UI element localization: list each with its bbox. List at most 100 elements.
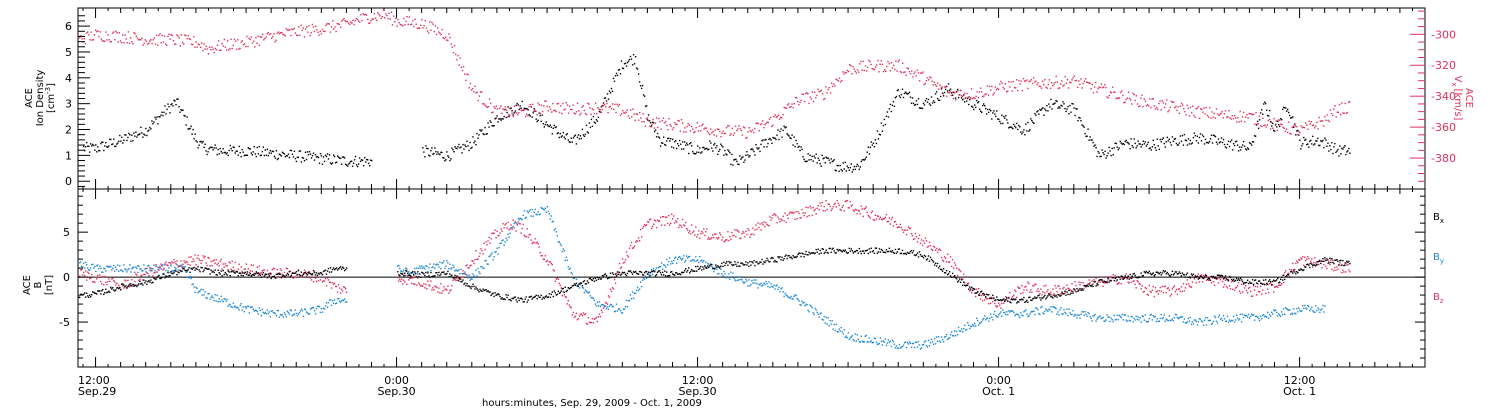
data-point	[394, 21, 396, 23]
data-point	[1243, 145, 1246, 147]
data-point	[881, 218, 884, 221]
data-point	[589, 295, 592, 297]
data-point	[660, 142, 663, 144]
data-point	[450, 43, 452, 45]
data-point	[269, 316, 271, 318]
data-point	[1149, 147, 1151, 149]
data-point	[769, 116, 772, 119]
data-point	[994, 302, 996, 305]
data-point	[114, 39, 116, 41]
data-point	[924, 82, 926, 85]
data-point	[720, 234, 722, 236]
data-point	[343, 17, 345, 20]
data-point	[473, 142, 475, 144]
data-point	[889, 223, 892, 225]
data-point	[506, 111, 508, 114]
data-point	[866, 151, 868, 153]
data-point	[270, 273, 272, 275]
data-point	[934, 84, 937, 86]
data-point	[1012, 80, 1014, 83]
data-point	[823, 157, 825, 159]
data-point	[675, 256, 677, 258]
data-point	[761, 222, 763, 224]
data-point	[457, 54, 459, 57]
data-point	[81, 269, 83, 271]
data-point	[144, 134, 146, 136]
data-point	[301, 310, 304, 312]
data-point	[773, 284, 775, 286]
data-point	[233, 269, 235, 271]
data-point	[497, 253, 499, 255]
data-point	[1013, 86, 1016, 89]
data-point	[960, 97, 963, 99]
data-point	[926, 101, 929, 103]
data-point	[629, 294, 632, 296]
data-point	[204, 255, 206, 258]
data-point	[1297, 134, 1299, 136]
data-point	[1344, 145, 1346, 147]
data-point	[1175, 142, 1178, 145]
data-point	[1266, 316, 1268, 318]
data-point	[542, 208, 544, 210]
data-point	[695, 256, 697, 258]
data-point	[400, 270, 402, 272]
data-point	[494, 251, 496, 253]
data-point	[617, 308, 620, 310]
data-point	[232, 44, 234, 47]
data-point	[965, 97, 967, 99]
data-point	[1068, 287, 1070, 290]
data-point	[850, 336, 852, 338]
data-point	[351, 22, 353, 24]
data-point	[542, 258, 544, 260]
data-point	[1233, 115, 1236, 117]
data-point	[493, 232, 495, 235]
data-point	[490, 121, 492, 123]
data-point	[101, 141, 103, 143]
data-point	[338, 300, 341, 303]
data-point	[459, 273, 461, 275]
data-point	[332, 154, 335, 156]
data-point	[818, 316, 820, 318]
data-point	[291, 153, 294, 155]
data-point	[1234, 141, 1237, 143]
data-point	[970, 290, 972, 292]
data-point	[1346, 111, 1349, 114]
data-point	[991, 118, 993, 120]
data-point	[975, 106, 977, 109]
data-point	[360, 159, 363, 161]
data-point	[578, 315, 581, 317]
data-point	[703, 228, 705, 230]
data-point	[440, 151, 442, 154]
data-point	[98, 150, 100, 152]
data-point	[194, 133, 196, 135]
data-point	[953, 91, 956, 94]
data-point	[984, 93, 986, 95]
data-point	[1254, 315, 1257, 318]
data-point	[830, 82, 833, 84]
data-point	[1074, 114, 1076, 117]
data-point	[965, 275, 967, 278]
data-point	[792, 298, 794, 300]
data-point	[644, 105, 647, 108]
data-point	[1160, 141, 1162, 143]
data-point	[981, 111, 983, 113]
data-point	[657, 126, 659, 129]
data-point	[198, 44, 201, 46]
data-point	[739, 237, 741, 240]
data-point	[567, 266, 569, 268]
data-point	[875, 341, 878, 343]
data-point	[948, 337, 951, 339]
data-point	[677, 217, 679, 220]
data-point	[836, 79, 838, 81]
data-point	[622, 110, 624, 112]
data-point	[430, 150, 432, 152]
data-point	[579, 313, 582, 316]
data-point	[839, 330, 841, 332]
data-point	[867, 214, 869, 217]
data-point	[287, 311, 290, 314]
data-point	[1101, 86, 1104, 89]
data-point	[648, 120, 650, 122]
data-point	[928, 79, 930, 81]
data-point	[610, 108, 613, 110]
data-point	[825, 86, 827, 88]
